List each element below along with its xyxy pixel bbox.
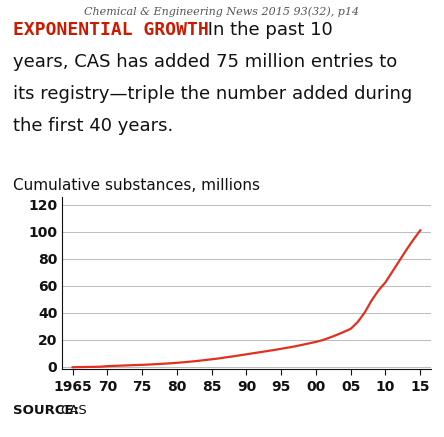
Text: SOURCE:: SOURCE: — [13, 404, 79, 417]
Text: CAS: CAS — [60, 404, 87, 417]
Text: Chemical & Engineering News 2015 93(32), p14: Chemical & Engineering News 2015 93(32),… — [84, 6, 360, 17]
Text: the first 40 years.: the first 40 years. — [13, 117, 174, 135]
Text: years, CAS has added 75 million entries to: years, CAS has added 75 million entries … — [13, 53, 397, 71]
Text: EXPONENTIAL GROWTH: EXPONENTIAL GROWTH — [13, 21, 209, 39]
Text: its registry—triple the number added during: its registry—triple the number added dur… — [13, 85, 412, 103]
Text: Cumulative substances, millions: Cumulative substances, millions — [13, 178, 260, 193]
Text: In the past 10: In the past 10 — [202, 21, 333, 39]
